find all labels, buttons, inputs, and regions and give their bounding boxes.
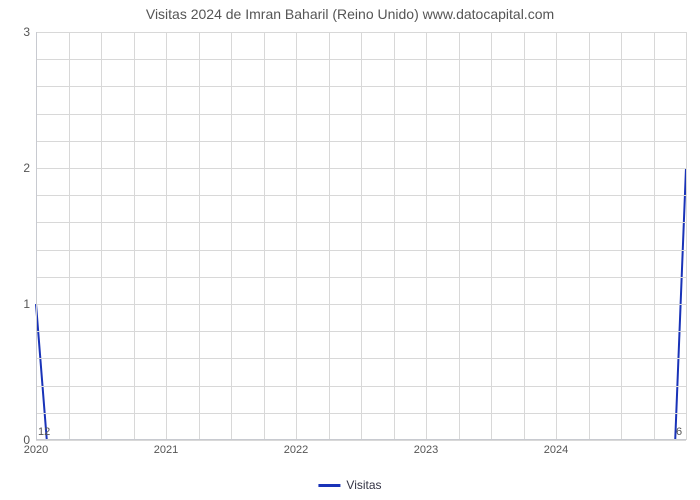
grid-line-vertical: [426, 32, 427, 440]
grid-line-horizontal: [36, 114, 686, 115]
x-axis-line: [36, 439, 686, 440]
grid-line-vertical: [524, 32, 525, 440]
grid-line-horizontal: [36, 304, 686, 305]
grid-line-vertical: [589, 32, 590, 440]
grid-line-vertical: [556, 32, 557, 440]
data-point-label: 12: [38, 426, 50, 438]
grid-line-horizontal: [36, 32, 686, 33]
grid-line-horizontal: [36, 358, 686, 359]
grid-line-vertical: [264, 32, 265, 440]
x-tick-label: 2021: [154, 440, 178, 456]
grid-line-horizontal: [36, 59, 686, 60]
grid-line-horizontal: [36, 413, 686, 414]
grid-line-vertical: [329, 32, 330, 440]
grid-line-vertical: [69, 32, 70, 440]
grid-line-horizontal: [36, 86, 686, 87]
legend: Visitas: [318, 478, 381, 492]
y-tick-label: 1: [23, 297, 36, 311]
grid-line-vertical: [686, 32, 687, 440]
grid-line-horizontal: [36, 277, 686, 278]
grid-line-vertical: [231, 32, 232, 440]
plot-area: 012320202021202220232024126: [36, 32, 686, 440]
x-tick-label: 2022: [284, 440, 308, 456]
legend-swatch: [318, 484, 340, 487]
grid-line-vertical: [394, 32, 395, 440]
grid-line-horizontal: [36, 141, 686, 142]
grid-line-vertical: [296, 32, 297, 440]
grid-line-horizontal: [36, 440, 686, 441]
grid-line-horizontal: [36, 331, 686, 332]
grid-line-vertical: [621, 32, 622, 440]
data-point-label: 6: [676, 426, 682, 438]
x-tick-label: 2024: [544, 440, 568, 456]
grid-line-vertical: [199, 32, 200, 440]
grid-line-horizontal: [36, 250, 686, 251]
chart-container: Visitas 2024 de Imran Baharil (Reino Uni…: [0, 0, 700, 500]
grid-line-vertical: [361, 32, 362, 440]
x-tick-label: 2023: [414, 440, 438, 456]
grid-line-horizontal: [36, 195, 686, 196]
grid-line-vertical: [101, 32, 102, 440]
grid-line-horizontal: [36, 386, 686, 387]
y-axis-line: [36, 32, 37, 440]
x-tick-label: 2020: [24, 440, 48, 456]
grid-line-horizontal: [36, 222, 686, 223]
grid-line-vertical: [166, 32, 167, 440]
grid-line-vertical: [459, 32, 460, 440]
chart-title: Visitas 2024 de Imran Baharil (Reino Uni…: [0, 0, 700, 22]
grid-line-vertical: [654, 32, 655, 440]
y-tick-label: 3: [23, 25, 36, 39]
y-tick-label: 2: [23, 161, 36, 175]
grid-line-vertical: [134, 32, 135, 440]
grid-line-horizontal: [36, 168, 686, 169]
legend-label: Visitas: [346, 478, 381, 492]
grid-line-vertical: [491, 32, 492, 440]
